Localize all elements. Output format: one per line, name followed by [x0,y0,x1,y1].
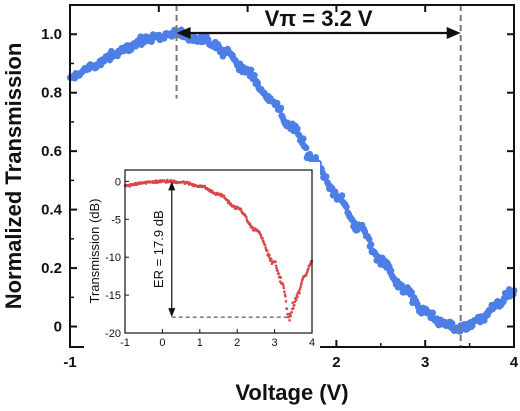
main-data-series [66,26,518,335]
inset-chart: ER = 17.9 dB -1 0 1 2 3 40-5-10-15-20 Transmi… [84,162,320,374]
er-label: ER = 17.9 dB [151,210,166,288]
data-point [299,135,307,142]
inset-data-point [284,300,288,303]
vpi-annotation: Vπ = 3.2 V [176,6,461,39]
inset-data-point [309,262,312,266]
inset-data-point [288,318,291,322]
inset-data-point [293,300,297,304]
inset-data-point [295,298,298,302]
er-arrow-head-top [168,181,176,191]
inset-y-tick-label: -5 [111,214,121,226]
vpi-guide-lines [175,5,462,347]
inset-data-point [296,295,299,299]
main-y-axis-title: Normalized Transmission [1,43,26,310]
inset-data-point [291,301,295,305]
inset-x-tick-label: 4 [309,337,315,349]
data-point [294,125,301,132]
inset-data-point [291,307,295,310]
inset-data-point [274,260,277,264]
y-tick-label: 0.6 [41,143,62,160]
inset-data-point [297,289,301,293]
inset-data-point [292,303,296,307]
inset-data-point [285,307,289,310]
inset-data-point [295,293,299,297]
vpi-label: Vπ = 3.2 V [265,6,373,31]
inset-y-tick-label: 0 [115,176,121,188]
inset-data-point [289,314,292,318]
inset-y-axis-title: Transmission (dB) [87,199,102,304]
inset-data-point [298,291,301,295]
vpi-arrow-head-right [446,27,461,39]
data-point [338,192,346,199]
inset-data-point [274,264,278,267]
inset-data-point [275,266,278,270]
inset-data-point [263,243,267,247]
data-point [251,71,258,79]
inset-data-point [304,273,308,277]
inset-y-tick-label: -15 [105,290,121,302]
inset-data-point [301,277,304,281]
inset-data-point [261,236,264,240]
inset-data-point [290,310,293,314]
y-tick-label: 0.2 [41,260,62,277]
inset-x-tick-label: -1 [120,337,130,349]
inset-x-tick-label: 1 [197,337,203,349]
vpi-arrow-head-left [176,27,191,39]
inset-background [84,162,320,374]
x-tick-label: 3 [421,354,429,371]
inset-x-tick-label: 0 [159,337,165,349]
inset-axis-ticks: -1 0 1 2 3 40-5-10-15-20 [105,176,315,349]
data-point [429,309,437,317]
data-point [387,267,395,274]
data-point [408,289,416,296]
inset-data-series [123,178,314,322]
inset-data-point [282,286,286,290]
er-annotation: ER = 17.9 dB [151,181,176,318]
main-x-axis-title: Voltage (V) [235,380,348,405]
inset-data-point [267,253,271,257]
y-tick-label: 0 [54,319,62,336]
inset-data-point [307,267,310,270]
data-point [247,66,255,74]
inset-data-point [265,249,269,253]
inset-x-tick-label: 3 [272,337,278,349]
x-tick-label: 2 [332,354,340,371]
data-point [302,144,310,152]
er-arrow-head-bottom [168,308,176,318]
inset-data-point [276,269,279,273]
data-point [273,99,281,107]
inset-data-point [287,315,290,319]
inset-data-point [300,281,303,285]
x-tick-label: 4 [510,354,519,371]
inset-data-point [277,272,280,275]
data-point [277,104,285,112]
inset-data-point [278,280,282,283]
inset-data-point [299,285,302,289]
inset-data-point [245,215,248,219]
inset-y-tick-label: -20 [105,328,121,340]
x-tick-label: -1 [63,354,76,371]
data-point [398,282,406,289]
data-point [367,241,375,248]
inset-data-point [270,258,273,261]
inset-plot-frame [124,169,313,334]
y-tick-label: 0.8 [41,85,62,102]
data-point [365,235,373,243]
inset-data-point [279,276,283,279]
inset-data-point [251,226,254,229]
inset-x-tick-label: 2 [234,337,240,349]
inset-data-point [284,294,287,298]
data-point [343,203,350,211]
inset-data-point [299,283,303,287]
y-tick-label: 1.0 [41,26,62,43]
y-tick-label: 0.4 [41,202,63,219]
inset-data-point [283,290,286,293]
data-point [322,173,330,180]
inset-data-point [282,284,285,287]
inset-y-tick-label: -10 [105,252,121,264]
